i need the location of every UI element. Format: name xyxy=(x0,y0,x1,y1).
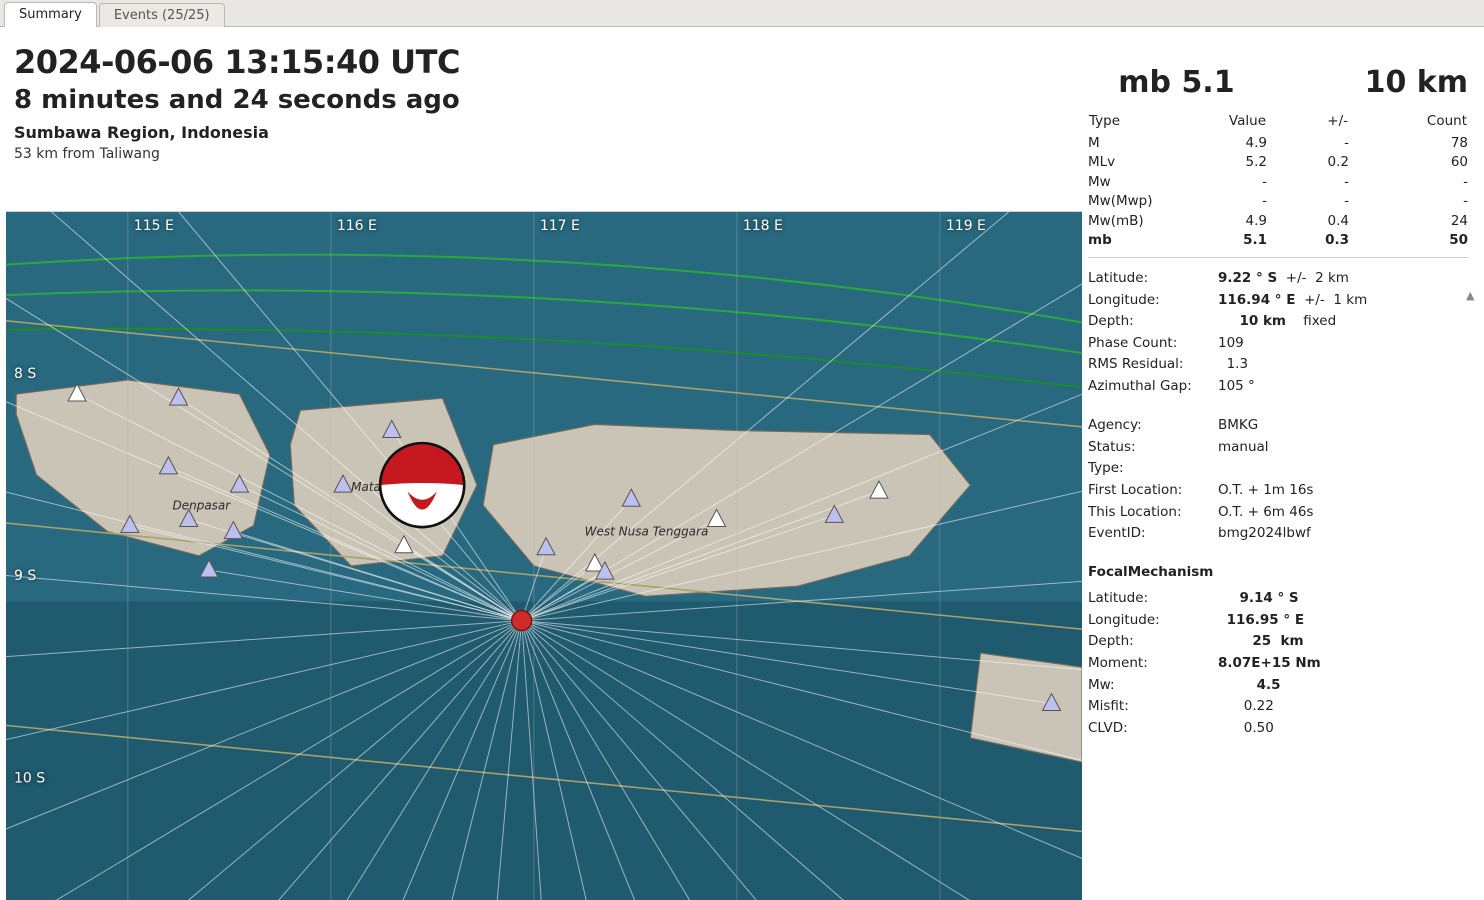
lon-grid-label: 115 E xyxy=(134,218,174,234)
thisloc-label: This Location: xyxy=(1088,503,1218,523)
table-row: mb5.10.350 xyxy=(1088,231,1468,251)
event-map[interactable]: 115 E 116 E 117 E 118 E 119 E 8 S 9 S 10 S Denpa… xyxy=(6,211,1082,900)
tab-bar: Summary Events (25/25) xyxy=(0,0,1484,27)
content-area: 2024-06-06 13:15:40 UTC 8 minutes and 24… xyxy=(0,27,1484,900)
table-row: Mw--- xyxy=(1088,173,1468,193)
phasecount-label: Phase Count: xyxy=(1088,334,1218,354)
lon-grid-label: 117 E xyxy=(540,218,580,234)
epicenter-icon[interactable] xyxy=(512,611,532,631)
origintype-label: Type: xyxy=(1088,459,1218,479)
depth-header: 10 km xyxy=(1365,65,1468,100)
beachball-icon[interactable] xyxy=(380,443,464,527)
eventid-value: bmg2024lbwf xyxy=(1218,524,1468,544)
region-name: Sumbawa Region, Indonesia xyxy=(14,123,460,142)
depth-label: Depth: xyxy=(1088,312,1218,332)
city-label: Denpasar xyxy=(172,498,231,512)
origin-time: 2024-06-06 13:15:40 UTC xyxy=(14,43,460,81)
firstloc-label: First Location: xyxy=(1088,481,1218,501)
status-label: Status: xyxy=(1088,438,1218,458)
fm-lon-label: Longitude: xyxy=(1088,611,1218,631)
magtable-hdr-type: Type xyxy=(1088,111,1185,134)
origin-block: Agency:BMKG Status:manual Type: First Lo… xyxy=(1088,415,1468,544)
fm-mw-label: Mw: xyxy=(1088,676,1218,696)
lat-grid-label: 8 S xyxy=(14,366,36,382)
thisloc-value: O.T. + 6m 46s xyxy=(1218,503,1468,523)
fm-moment-label: Moment: xyxy=(1088,654,1218,674)
rms-label: RMS Residual: xyxy=(1088,355,1218,375)
magnitude-table: Type Value +/- Count M4.9-78MLv5.20.260M… xyxy=(1088,111,1468,251)
eventid-label: EventID: xyxy=(1088,524,1218,544)
focalmechanism-block: FocalMechanism Latitude: 9.14 ° S Longit… xyxy=(1088,563,1468,740)
magtable-hdr-pm: +/- xyxy=(1267,111,1349,134)
agency-value: BMKG xyxy=(1218,416,1468,436)
fm-title: FocalMechanism xyxy=(1088,563,1468,583)
table-row: M4.9-78 xyxy=(1088,134,1468,154)
time-elapsed: 8 minutes and 24 seconds ago xyxy=(14,85,460,115)
fm-depth-label: Depth: xyxy=(1088,632,1218,652)
scroll-up-icon[interactable]: ▲ xyxy=(1466,289,1480,303)
phasecount-value: 109 xyxy=(1218,334,1468,354)
lat-label: Latitude: xyxy=(1088,269,1218,289)
status-value: manual xyxy=(1218,438,1468,458)
firstloc-value: O.T. + 1m 16s xyxy=(1218,481,1468,501)
gap-label: Azimuthal Gap: xyxy=(1088,377,1218,397)
table-row: Mw(mB)4.90.424 xyxy=(1088,212,1468,232)
tab-summary[interactable]: Summary xyxy=(4,2,97,27)
lat-grid-label: 10 S xyxy=(14,770,45,786)
lon-grid-label: 119 E xyxy=(946,218,986,234)
preferred-magnitude: mb 5.1 xyxy=(1118,65,1234,100)
magnitude-depth-header: mb 5.1 10 km xyxy=(1118,65,1468,100)
event-header: 2024-06-06 13:15:40 UTC 8 minutes and 24… xyxy=(14,43,460,162)
table-row: MLv5.20.260 xyxy=(1088,153,1468,173)
location-block: Latitude:9.22 ° S +/- 2 km Longitude:116… xyxy=(1088,268,1468,397)
table-row: Mw(Mwp)--- xyxy=(1088,192,1468,212)
fm-lat-label: Latitude: xyxy=(1088,589,1218,609)
lon-grid-label: 116 E xyxy=(337,218,377,234)
tab-events[interactable]: Events (25/25) xyxy=(99,3,225,27)
origintype-value xyxy=(1218,459,1468,479)
city-label: West Nusa Tenggara xyxy=(585,525,709,539)
lon-label: Longitude: xyxy=(1088,291,1218,311)
lon-grid-label: 118 E xyxy=(743,218,783,234)
fm-misfit-label: Misfit: xyxy=(1088,697,1218,717)
gap-value: 105 ° xyxy=(1218,377,1468,397)
magtable-hdr-value: Value xyxy=(1185,111,1267,134)
distance-label: 53 km from Taliwang xyxy=(14,146,460,162)
separator xyxy=(1088,257,1468,258)
agency-label: Agency: xyxy=(1088,416,1218,436)
magtable-hdr-count: Count xyxy=(1349,111,1468,134)
lat-grid-label: 9 S xyxy=(14,568,36,584)
details-panel: Type Value +/- Count M4.9-78MLv5.20.260M… xyxy=(1088,111,1468,739)
fm-clvd-label: CLVD: xyxy=(1088,719,1218,739)
